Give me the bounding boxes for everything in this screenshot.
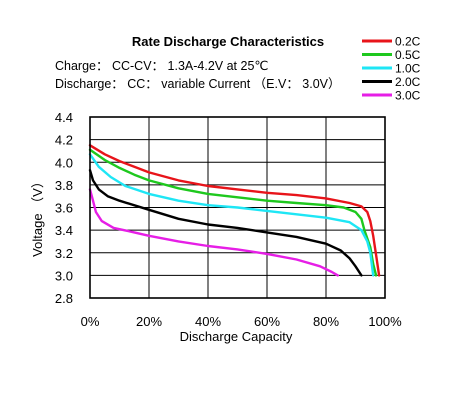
legend-label-2.0C: 2.0C — [395, 75, 421, 89]
x-tick-label: 0% — [81, 314, 100, 329]
series-line-2.0C — [88, 168, 363, 277]
legend-label-0.5C: 0.5C — [395, 48, 421, 62]
y-tick-labels: 2.8 3.0 3.2 3.4 3.6 3.8 4.0 4.2 4.4 — [55, 110, 73, 306]
y-tick-label: 4.0 — [55, 155, 73, 170]
chart-title: Rate Discharge Characteristics — [132, 34, 324, 49]
x-tick-label: 100% — [368, 314, 402, 329]
plot-frame — [89, 116, 386, 299]
legend-label-3.0C: 3.0C — [395, 89, 421, 103]
series-line-0.2C — [88, 144, 381, 277]
y-tick-label: 3.2 — [55, 246, 73, 261]
series-lines — [88, 144, 381, 277]
y-tick-label: 3.8 — [55, 178, 73, 193]
legend-label-1.0C: 1.0C — [395, 62, 421, 76]
charge-condition-note: Charge： CC-CV： 1.3A-4.2V at 25℃ — [55, 59, 268, 73]
x-tick-label: 60% — [254, 314, 280, 329]
series-line-3.0C — [88, 188, 339, 277]
y-tick-label: 2.8 — [55, 291, 73, 306]
x-tick-label: 80% — [313, 314, 339, 329]
y-tick-label: 3.0 — [55, 268, 73, 283]
legend-label-0.2C: 0.2C — [395, 35, 421, 49]
legend: 0.2C0.5C1.0C2.0C3.0C — [362, 35, 421, 103]
x-tick-label: 20% — [136, 314, 162, 329]
y-axis-label: Voltage （V） — [30, 175, 45, 257]
x-axis-label: Discharge Capacity — [180, 329, 293, 344]
y-tick-label: 3.4 — [55, 223, 73, 238]
y-tick-label: 3.6 — [55, 201, 73, 216]
x-tick-labels: 0% 20% 40% 60% 80% 100% — [81, 314, 402, 329]
y-tick-label: 4.2 — [55, 133, 73, 148]
series-line-0.5C — [88, 148, 378, 277]
series-line-1.0C — [88, 153, 375, 277]
y-tick-label: 4.4 — [55, 110, 73, 125]
x-tick-label: 40% — [195, 314, 221, 329]
discharge-condition-note: Discharge： CC： variable Current （E.V： 3.… — [55, 77, 341, 91]
